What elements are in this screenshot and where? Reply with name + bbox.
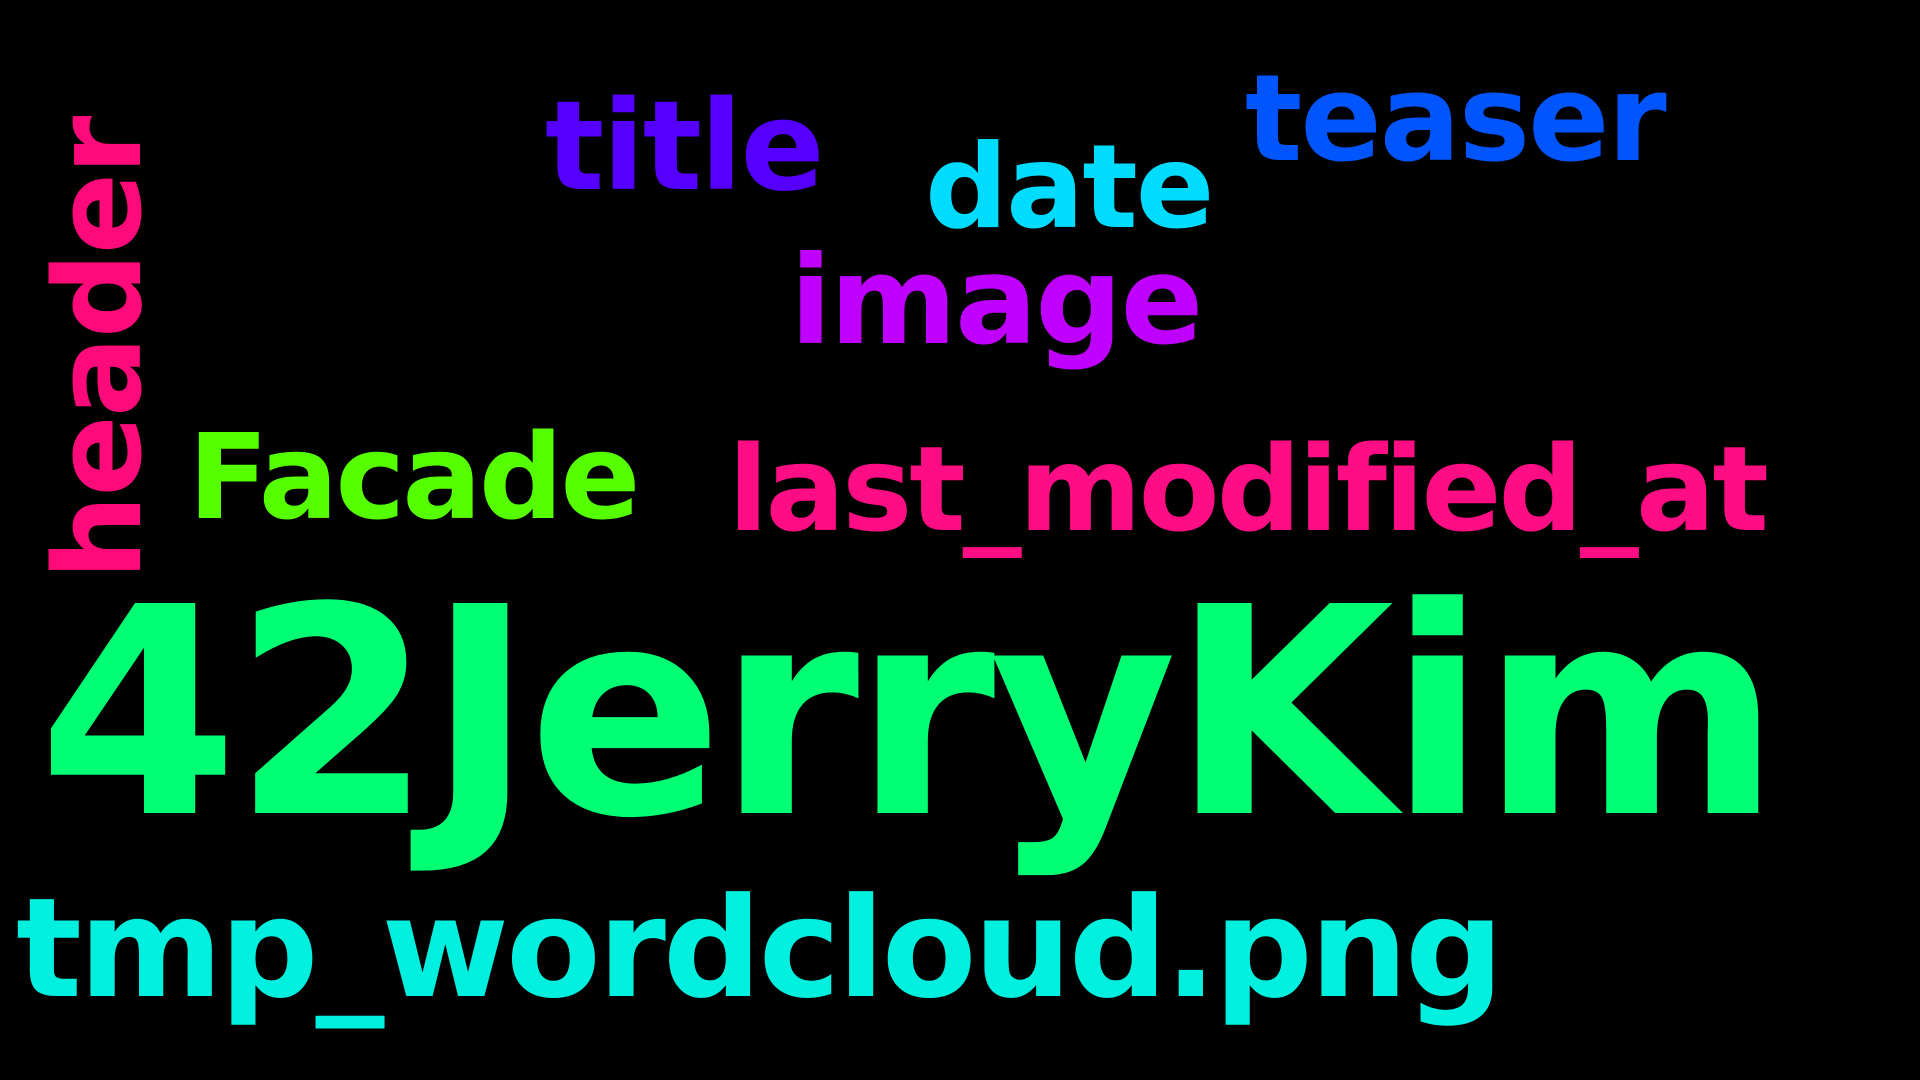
word-tmp-wordcloud-png: tmp_wordcloud.png — [16, 868, 1504, 1029]
word-date: date — [925, 120, 1214, 255]
word-teaser: teaser — [1245, 50, 1667, 189]
word-42jerrykim: 42JerryKim — [38, 546, 1781, 881]
word-facade: Facade — [188, 408, 640, 546]
word-last-modified-at: last_modified_at — [728, 420, 1769, 558]
word-image: image — [790, 230, 1203, 372]
word-header: header — [30, 117, 169, 580]
word-title: title — [545, 75, 825, 219]
